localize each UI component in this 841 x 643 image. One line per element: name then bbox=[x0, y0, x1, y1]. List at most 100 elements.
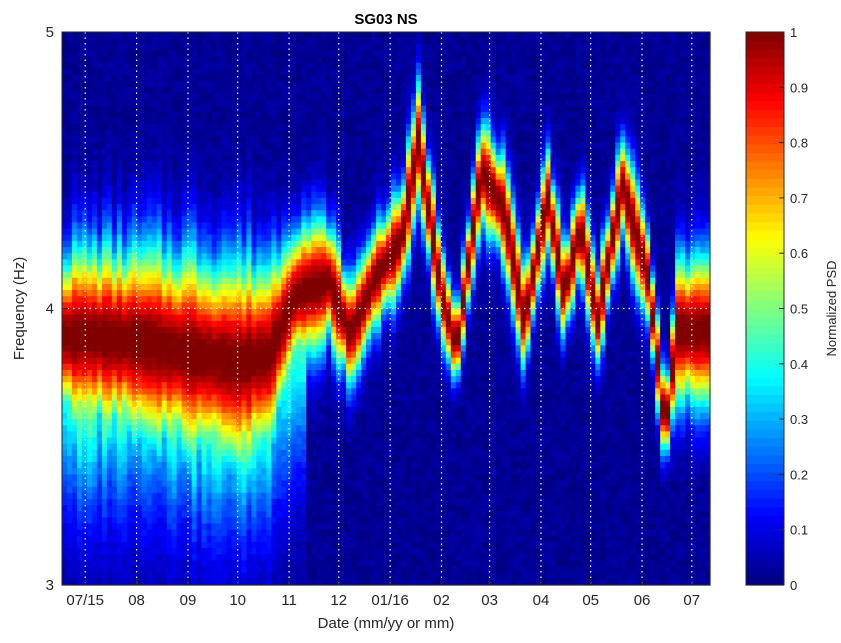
heatmap-cell bbox=[146, 81, 153, 88]
heatmap-cell bbox=[331, 197, 337, 205]
heatmap-cell bbox=[166, 357, 173, 365]
heatmap-cell bbox=[301, 283, 307, 291]
heatmap-cell bbox=[91, 105, 98, 113]
heatmap-cell bbox=[101, 455, 108, 463]
heatmap-cell bbox=[241, 517, 248, 525]
heatmap-cell bbox=[301, 154, 307, 162]
heatmap-cell bbox=[241, 204, 248, 211]
heatmap-cell bbox=[166, 529, 173, 537]
heatmap-cell bbox=[86, 124, 93, 131]
heatmap-cell bbox=[201, 523, 208, 531]
heatmap-cell bbox=[166, 38, 173, 45]
heatmap-cell bbox=[116, 345, 123, 353]
heatmap-cell bbox=[191, 240, 198, 248]
heatmap-cell bbox=[176, 363, 183, 371]
heatmap-cell bbox=[231, 154, 238, 162]
heatmap-cell bbox=[131, 449, 138, 457]
heatmap-cell bbox=[96, 443, 103, 451]
heatmap-cell bbox=[206, 443, 213, 451]
heatmap-cell bbox=[241, 486, 248, 494]
heatmap-cell bbox=[256, 124, 262, 131]
heatmap-cell bbox=[316, 265, 322, 273]
heatmap-cell bbox=[256, 320, 262, 328]
heatmap-cell bbox=[261, 505, 267, 512]
heatmap-cell bbox=[281, 548, 287, 555]
heatmap-cell bbox=[131, 283, 138, 291]
heatmap-cell bbox=[156, 111, 163, 119]
heatmap-cell bbox=[301, 425, 307, 432]
heatmap-cell bbox=[326, 191, 332, 199]
heatmap-cell bbox=[276, 400, 282, 408]
heatmap-cell bbox=[186, 253, 193, 260]
heatmap-cell bbox=[326, 118, 332, 125]
heatmap-cell bbox=[131, 425, 138, 432]
heatmap-cell bbox=[286, 511, 292, 519]
heatmap-cell bbox=[211, 56, 218, 64]
heatmap-cell bbox=[321, 136, 327, 144]
heatmap-cell bbox=[101, 462, 108, 469]
heatmap-cell bbox=[226, 308, 233, 316]
heatmap-cell bbox=[246, 142, 253, 150]
heatmap-cell bbox=[211, 363, 218, 371]
heatmap-cell bbox=[106, 320, 113, 328]
heatmap-cell bbox=[301, 216, 307, 224]
heatmap-cell bbox=[86, 253, 93, 260]
heatmap-cell bbox=[141, 333, 148, 340]
heatmap-cell bbox=[286, 498, 292, 506]
heatmap-cell bbox=[216, 93, 223, 101]
heatmap-cell bbox=[296, 32, 302, 39]
heatmap-cell bbox=[141, 161, 148, 168]
heatmap-cell bbox=[246, 357, 253, 365]
heatmap-cell bbox=[226, 222, 233, 230]
heatmap-cell bbox=[126, 314, 133, 322]
heatmap-cell bbox=[246, 87, 253, 95]
heatmap-cell bbox=[311, 498, 317, 506]
heatmap-cell bbox=[196, 197, 203, 205]
heatmap-cell bbox=[151, 486, 158, 494]
heatmap-cell bbox=[316, 167, 322, 174]
heatmap-cell bbox=[241, 56, 248, 64]
heatmap-cell bbox=[101, 253, 108, 260]
heatmap-cell bbox=[136, 124, 143, 131]
heatmap-cell bbox=[211, 541, 218, 549]
heatmap-cell bbox=[286, 554, 292, 562]
heatmap-cell bbox=[166, 142, 173, 150]
heatmap-cell bbox=[296, 541, 302, 549]
heatmap-cell bbox=[101, 449, 108, 457]
heatmap-cell bbox=[206, 505, 213, 512]
heatmap-cell bbox=[86, 75, 93, 82]
heatmap-cell bbox=[141, 437, 148, 445]
heatmap-cell bbox=[296, 412, 302, 420]
heatmap-cell bbox=[266, 124, 272, 131]
heatmap-cell bbox=[216, 394, 223, 402]
heatmap-cell bbox=[291, 480, 297, 488]
heatmap-cell bbox=[291, 32, 297, 39]
heatmap-cell bbox=[241, 191, 248, 199]
heatmap-cell bbox=[211, 271, 218, 279]
heatmap-cell bbox=[181, 474, 188, 482]
heatmap-cell bbox=[301, 566, 307, 574]
heatmap-cell bbox=[136, 87, 143, 95]
heatmap-cell bbox=[141, 425, 148, 432]
heatmap-cell bbox=[196, 406, 203, 414]
heatmap-cell bbox=[271, 351, 277, 359]
heatmap-cell bbox=[121, 554, 128, 562]
heatmap-cell bbox=[336, 234, 342, 242]
heatmap-cell bbox=[331, 560, 337, 568]
heatmap-cell bbox=[71, 44, 78, 52]
heatmap-cell bbox=[121, 363, 128, 371]
heatmap-cell bbox=[281, 99, 287, 107]
heatmap-cell bbox=[331, 216, 337, 224]
heatmap-cell bbox=[176, 468, 183, 475]
heatmap-cell bbox=[141, 388, 148, 396]
heatmap-cell bbox=[156, 578, 163, 586]
heatmap-cell bbox=[326, 492, 332, 500]
heatmap-cell bbox=[171, 228, 178, 236]
heatmap-cell bbox=[156, 228, 163, 236]
heatmap-cell bbox=[251, 431, 257, 439]
heatmap-cell bbox=[166, 296, 173, 303]
heatmap-cell bbox=[62, 566, 68, 574]
heatmap-cell bbox=[206, 492, 213, 500]
heatmap-cell bbox=[241, 62, 248, 70]
heatmap-cell bbox=[156, 296, 163, 303]
